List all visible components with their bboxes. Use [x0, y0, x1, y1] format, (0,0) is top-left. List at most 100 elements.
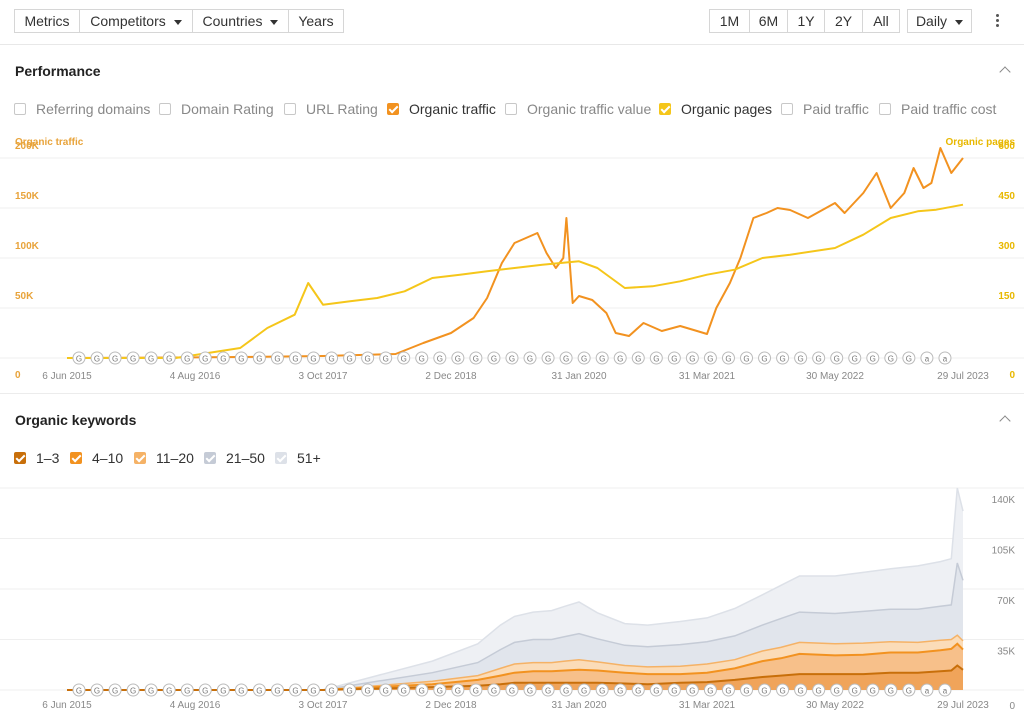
marker-circle	[776, 351, 790, 365]
algorithm-update-marker: G	[541, 351, 555, 365]
marker-label: G	[491, 687, 497, 696]
marker-circle	[487, 683, 501, 697]
range-2y[interactable]: 2Y	[824, 9, 863, 33]
marker-label: G	[130, 355, 136, 364]
marker-circle	[397, 351, 411, 365]
algorithm-update-marker: G	[307, 683, 321, 697]
marker-label: G	[184, 687, 190, 696]
checkbox-checked-icon	[134, 452, 146, 464]
algorithm-update-marker: G	[740, 683, 754, 697]
performance-metric-toggles: Referring domains Domain Rating URL Rati…	[14, 101, 1014, 119]
area-1-3	[67, 665, 963, 690]
algorithm-update-marker: G	[198, 683, 212, 697]
marker-circle	[180, 351, 194, 365]
marker-label: G	[292, 687, 298, 696]
marker-label: G	[256, 687, 262, 696]
range-1y[interactable]: 1Y	[787, 9, 825, 33]
marker-circle	[920, 683, 934, 697]
marker-circle	[451, 351, 465, 365]
marker-label: G	[328, 355, 334, 364]
kebab-icon[interactable]	[992, 12, 1002, 30]
marker-label: G	[365, 687, 371, 696]
x-tick-label: 31 Mar 2021	[679, 700, 736, 711]
marker-label: G	[346, 355, 352, 364]
interval-select[interactable]: Daily	[907, 9, 972, 33]
checkbox-icon	[284, 103, 296, 115]
marker-circle	[270, 683, 284, 697]
marker-circle	[505, 683, 519, 697]
y-tick-label: 70K	[997, 596, 1015, 607]
tab-competitors[interactable]: Competitors	[79, 9, 193, 33]
x-tick-label: 30 May 2022	[806, 371, 864, 382]
x-tick-label: 31 Mar 2021	[679, 371, 736, 382]
marker-circle	[794, 351, 808, 365]
marker-circle	[180, 683, 194, 697]
algorithm-update-marker: G	[361, 683, 375, 697]
algorithm-update-marker: G	[469, 683, 483, 697]
range-1m[interactable]: 1M	[709, 9, 750, 33]
tab-years[interactable]: Years	[288, 9, 344, 33]
checkbox-checked-icon	[659, 103, 671, 115]
marker-label: a	[943, 355, 948, 364]
toolbar: Metrics Competitors Countries Years 1M 6…	[0, 0, 1024, 45]
algorithm-update-marker: G	[180, 683, 194, 697]
algorithm-update-marker: G	[595, 683, 609, 697]
marker-circle	[469, 351, 483, 365]
y-tick-right: 600	[998, 141, 1015, 152]
chevron-up-icon[interactable]	[999, 64, 1011, 76]
checkbox-checked-icon	[204, 452, 216, 464]
algorithm-update-marker: G	[397, 683, 411, 697]
marker-label: a	[925, 355, 930, 364]
marker-label: G	[310, 687, 316, 696]
algorithm-update-marker: G	[776, 351, 790, 365]
marker-label: G	[509, 687, 515, 696]
caret-down-icon	[270, 19, 279, 25]
marker-label: G	[419, 687, 425, 696]
marker-circle	[415, 351, 429, 365]
marker-circle	[288, 351, 302, 365]
y-tick-right: 150	[998, 291, 1015, 302]
tab-metrics[interactable]: Metrics	[14, 9, 80, 33]
chevron-up-icon[interactable]	[999, 413, 1011, 425]
marker-label: G	[599, 355, 605, 364]
marker-circle	[307, 683, 321, 697]
range-6m[interactable]: 6M	[749, 9, 788, 33]
marker-circle	[559, 351, 573, 365]
range-all[interactable]: All	[862, 9, 900, 33]
marker-circle	[252, 683, 266, 697]
marker-label: G	[816, 355, 822, 364]
algorithm-update-marker: G	[379, 351, 393, 365]
marker-circle	[758, 351, 772, 365]
algorithm-update-marker: G	[902, 683, 916, 697]
algorithm-update-marker: G	[559, 683, 573, 697]
algorithm-update-marker: G	[90, 351, 104, 365]
marker-label: G	[238, 687, 244, 696]
algorithm-update-marker: G	[325, 683, 339, 697]
marker-label: G	[581, 355, 587, 364]
marker-label: G	[707, 355, 713, 364]
marker-circle	[234, 683, 248, 697]
y-tick-right: 450	[998, 191, 1015, 202]
algorithm-update-marker: a	[938, 683, 952, 697]
marker-label: G	[455, 687, 461, 696]
algorithm-update-marker: G	[379, 683, 393, 697]
algorithm-update-marker: a	[920, 683, 934, 697]
marker-label: G	[834, 355, 840, 364]
x-tick-label: 3 Oct 2017	[299, 700, 348, 711]
marker-label: G	[491, 355, 497, 364]
keyword-bucket-toggles: 1–3 4–10 11–20 21–50 51+	[14, 450, 414, 468]
marker-label: G	[328, 687, 334, 696]
marker-label: G	[888, 355, 894, 364]
marker-circle	[902, 351, 916, 365]
marker-circle	[198, 351, 212, 365]
algorithm-update-marker: G	[198, 351, 212, 365]
algorithm-update-marker: G	[721, 351, 735, 365]
marker-circle	[703, 683, 717, 697]
marker-circle	[252, 351, 266, 365]
tab-countries[interactable]: Countries	[192, 9, 289, 33]
marker-circle	[270, 351, 284, 365]
marker-circle	[667, 683, 681, 697]
marker-circle	[902, 683, 916, 697]
marker-circle	[541, 351, 555, 365]
series-line-11-20	[67, 634, 964, 691]
